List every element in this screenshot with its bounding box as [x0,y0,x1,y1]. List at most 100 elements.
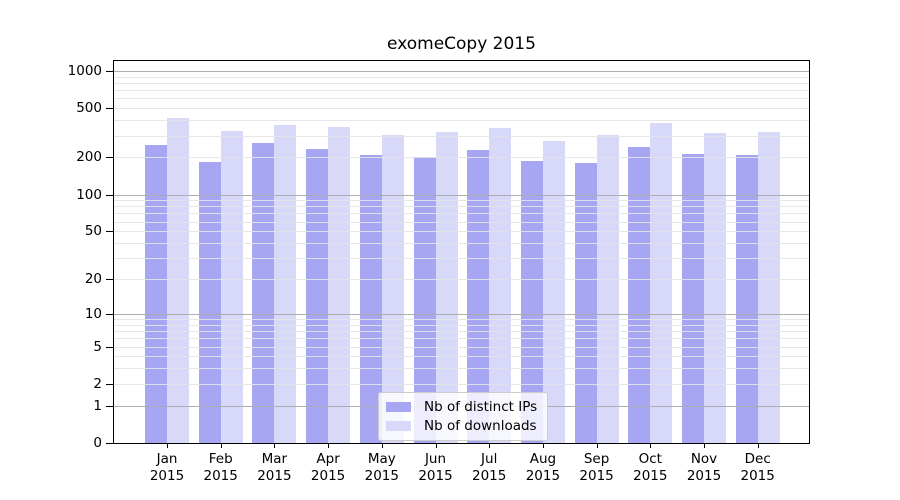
plot-area: Nb of distinct IPs Nb of downloads 0 1 2 5 10… [68,60,810,484]
legend-swatch [386,421,411,431]
y-gridline-minor [114,258,809,260]
x-tick [220,443,222,448]
x-tick-label: Jul 2015 [472,451,507,484]
x-tick-label: Aug 2015 [525,451,561,484]
y-gridline-minor [114,108,809,110]
bar-nb-of-distinct-ips [628,146,651,443]
y-gridline-minor [114,200,809,202]
y-tick-label: 20 [84,271,102,287]
bar-nb-of-distinct-ips [413,157,436,443]
y-gridline-major [114,70,809,72]
bar-nb-of-distinct-ips [198,162,221,443]
x-tick [328,443,330,448]
y-tick [106,279,113,280]
legend-row: Nb of downloads [386,418,537,434]
bar-nb-of-distinct-ips [682,154,704,443]
legend-row: Nb of distinct IPs [386,399,537,415]
y-tick-label: 10 [84,305,102,322]
y-tick [106,383,113,385]
y-gridline-minor [114,213,809,215]
y-tick-label: 1000 [67,62,102,79]
y-gridline-minor [114,76,809,78]
y-gridline-minor [114,356,809,358]
y-gridline-minor [114,120,809,122]
y-gridline-minor [114,90,809,92]
y-gridline-minor [114,279,809,280]
y-tick-label: 50 [84,223,102,240]
y-tick [106,346,113,348]
x-tick-label: Mar 2015 [257,451,292,484]
y-tick [106,70,113,72]
x-tick [274,443,276,448]
x-tick-label: Feb 2015 [203,451,238,484]
x-tick [757,443,759,448]
bar-nb-of-downloads [650,123,673,443]
x-tick [489,443,491,448]
x-tick [650,443,652,448]
y-gridline-minor [114,82,809,84]
bar-nb-of-distinct-ips [306,149,329,443]
x-tick-label: Apr 2015 [310,451,346,484]
legend-label: Nb of distinct IPs [424,399,538,415]
y-gridline-minor [114,231,809,233]
bar-nb-of-downloads [704,133,726,443]
y-tick [106,405,113,407]
y-tick-label: 500 [76,100,102,117]
y-tick-label: 1 [93,397,102,414]
x-tick-label: Dec 2015 [740,451,775,484]
bar-nb-of-distinct-ips [520,160,543,443]
y-gridline-minor [114,243,809,244]
x-tick [542,443,544,448]
x-tick-label: Nov 2015 [686,451,722,484]
y-gridline-major [114,194,809,196]
x-tick [435,443,437,448]
y-gridline-minor [114,346,809,348]
x-tick [167,443,168,448]
x-tick [381,443,383,448]
y-tick-label: 200 [76,149,102,166]
bar-nb-of-distinct-ips [359,155,382,443]
y-tick-label: 100 [76,186,102,203]
y-gridline-minor [114,368,809,370]
bar-nb-of-distinct-ips [574,162,597,443]
legend-label: Nb of downloads [424,418,537,434]
chart-title: exomeCopy 2015 [387,34,536,54]
legend: Nb of distinct IPs Nb of downloads [378,392,549,441]
legend-swatch [386,402,411,412]
x-tick [704,443,705,448]
bar-nb-of-distinct-ips [145,145,167,443]
bar-nb-of-distinct-ips [252,142,275,443]
bar-nb-of-downloads [757,132,780,443]
y-gridline-major [114,313,809,315]
bar-nb-of-downloads [220,130,243,443]
x-tick-label: Jan 2015 [149,451,185,484]
bar-nb-of-downloads [328,127,351,443]
bar-nb-of-downloads [435,131,458,443]
y-tick [106,231,113,233]
y-gridline-minor [114,331,809,332]
bar-nb-of-downloads [274,124,297,443]
bar-nb-of-distinct-ips [735,154,758,443]
y-tick [106,108,113,110]
y-gridline-minor [114,319,809,320]
y-tick [106,194,113,196]
y-gridline-minor [114,383,809,385]
x-tick-label: Oct 2015 [633,451,668,484]
y-tick [106,157,113,159]
x-tick-label: Jun 2015 [418,451,453,484]
y-gridline-minor [114,98,809,100]
y-gridline-minor [114,221,809,223]
y-tick-label: 2 [93,375,102,392]
y-gridline-minor [114,157,809,159]
y-tick [106,313,113,315]
y-tick-label: 0 [93,435,102,451]
bar-nb-of-downloads [167,117,189,443]
x-tick-label: May 2015 [364,451,399,484]
bar-nb-of-downloads [542,140,565,443]
y-tick-label: 5 [93,338,102,355]
bar-nb-of-distinct-ips [467,149,490,443]
bar-nb-of-downloads [381,134,404,443]
x-tick-label: Sep 2015 [579,451,614,484]
y-gridline-minor [114,135,809,137]
y-tick [106,443,113,444]
